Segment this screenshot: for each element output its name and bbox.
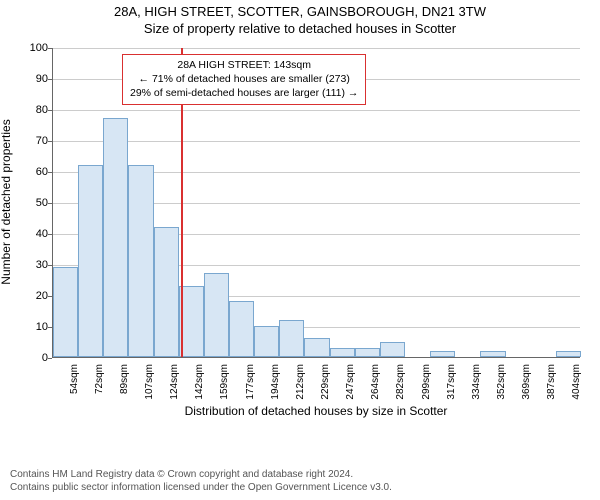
footer: Contains HM Land Registry data © Crown c… — [10, 468, 392, 494]
y-tick-label: 0 — [4, 352, 48, 364]
title-main: 28A, HIGH STREET, SCOTTER, GAINSBOROUGH,… — [0, 0, 600, 19]
y-tick-label: 10 — [4, 321, 48, 333]
y-tick-label: 50 — [4, 197, 48, 209]
y-tick-label: 30 — [4, 259, 48, 271]
histogram-bar — [204, 273, 229, 357]
x-tick-label: 352sqm — [496, 364, 507, 400]
histogram-bar — [304, 338, 329, 357]
histogram-bar — [480, 351, 505, 357]
x-axis-label: Distribution of detached houses by size … — [52, 404, 580, 418]
histogram-bar — [355, 348, 380, 357]
histogram-bar — [279, 320, 304, 357]
x-tick-label: 247sqm — [345, 364, 356, 400]
y-tick-label: 70 — [4, 135, 48, 147]
x-tick-label: 194sqm — [270, 364, 281, 400]
histogram-bar — [128, 165, 153, 357]
x-tick-label: 317sqm — [446, 364, 457, 400]
histogram-bar — [103, 118, 128, 357]
histogram-bar — [78, 165, 103, 357]
y-tick-mark — [48, 234, 52, 235]
histogram-bar — [53, 267, 78, 357]
y-tick-mark — [48, 203, 52, 204]
x-tick-label: 107sqm — [144, 364, 155, 400]
x-tick-label: 404sqm — [571, 364, 582, 400]
x-tick-label: 387sqm — [546, 364, 557, 400]
histogram-bar — [330, 348, 355, 357]
y-tick-label: 100 — [4, 42, 48, 54]
x-tick-label: 229sqm — [320, 364, 331, 400]
y-tick-label: 20 — [4, 290, 48, 302]
x-tick-label: 89sqm — [119, 364, 130, 394]
chart-area: Number of detached properties Distributi… — [0, 42, 600, 432]
grid-line — [53, 141, 580, 142]
annotation-line1: 28A HIGH STREET: 143sqm — [130, 58, 358, 72]
grid-line — [53, 48, 580, 49]
annotation-box: 28A HIGH STREET: 143sqm ← 71% of detache… — [122, 54, 366, 105]
x-tick-label: 124sqm — [169, 364, 180, 400]
x-tick-label: 54sqm — [69, 364, 80, 394]
y-tick-mark — [48, 296, 52, 297]
grid-line — [53, 110, 580, 111]
x-tick-label: 159sqm — [219, 364, 230, 400]
x-tick-label: 282sqm — [395, 364, 406, 400]
x-tick-label: 369sqm — [521, 364, 532, 400]
x-tick-label: 264sqm — [370, 364, 381, 400]
y-tick-mark — [48, 79, 52, 80]
y-tick-label: 40 — [4, 228, 48, 240]
x-tick-label: 212sqm — [295, 364, 306, 400]
annotation-line2: ← 71% of detached houses are smaller (27… — [130, 72, 358, 86]
footer-line2: Contains public sector information licen… — [10, 481, 392, 494]
y-tick-mark — [48, 48, 52, 49]
x-tick-label: 72sqm — [94, 364, 105, 394]
histogram-bar — [154, 227, 179, 357]
y-tick-mark — [48, 141, 52, 142]
footer-line1: Contains HM Land Registry data © Crown c… — [10, 468, 392, 481]
y-tick-label: 60 — [4, 166, 48, 178]
x-tick-label: 334sqm — [471, 364, 482, 400]
histogram-bar — [229, 301, 254, 357]
x-tick-label: 177sqm — [245, 364, 256, 400]
histogram-bar — [430, 351, 455, 357]
annotation-line3: 29% of semi-detached houses are larger (… — [130, 86, 358, 100]
y-tick-mark — [48, 172, 52, 173]
histogram-bar — [380, 342, 405, 358]
y-tick-label: 80 — [4, 104, 48, 116]
y-tick-mark — [48, 265, 52, 266]
x-tick-label: 142sqm — [194, 364, 205, 400]
y-tick-mark — [48, 110, 52, 111]
histogram-bar — [254, 326, 279, 357]
y-tick-label: 90 — [4, 73, 48, 85]
y-tick-mark — [48, 358, 52, 359]
x-tick-label: 299sqm — [421, 364, 432, 400]
y-tick-mark — [48, 327, 52, 328]
histogram-bar — [556, 351, 581, 357]
title-sub: Size of property relative to detached ho… — [0, 19, 600, 36]
